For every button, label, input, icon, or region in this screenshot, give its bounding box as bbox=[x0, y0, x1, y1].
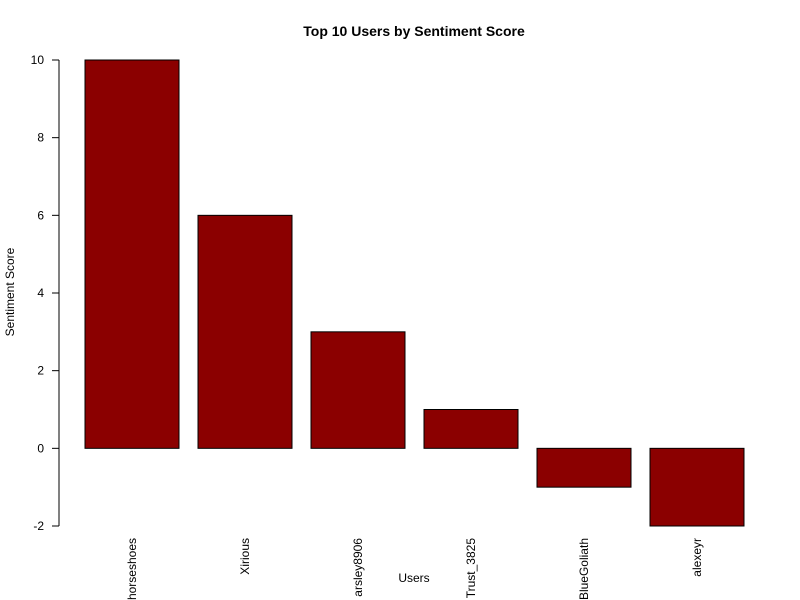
y-tick-label: 6 bbox=[37, 208, 44, 222]
bar-alexeyr bbox=[649, 447, 745, 527]
x-tick-label: horseshoes bbox=[125, 538, 139, 600]
bar-trust-3825 bbox=[423, 409, 519, 449]
y-axis-label: Sentiment Score bbox=[3, 247, 17, 336]
y-tick-label: -2 bbox=[33, 519, 44, 533]
x-tick-labels: horseshoes Xirious arsley8906 Trust_3825 Blu… bbox=[125, 538, 704, 600]
y-tick-label: 0 bbox=[37, 441, 44, 455]
y-tick-label: 2 bbox=[37, 364, 44, 378]
x-tick-label: BlueGoliath bbox=[577, 538, 591, 600]
bar-horseshoes bbox=[84, 59, 180, 449]
bars bbox=[84, 59, 745, 527]
x-tick-label: Trust_3825 bbox=[464, 538, 478, 599]
x-tick-label: Xirious bbox=[238, 538, 252, 575]
x-tick-label: alexeyr bbox=[690, 538, 704, 577]
y-tick-label: 10 bbox=[31, 53, 45, 67]
x-tick-label: arsley8906 bbox=[351, 538, 365, 597]
bar-arsley8906 bbox=[310, 331, 406, 449]
chart-title: Top 10 Users by Sentiment Score bbox=[303, 23, 525, 39]
bar-xirious bbox=[197, 214, 293, 449]
y-tick-label: 4 bbox=[37, 286, 44, 300]
y-axis: -2 0 2 4 6 8 10 bbox=[31, 53, 60, 533]
bar-bluegoliath bbox=[536, 447, 632, 488]
y-tick-label: 8 bbox=[37, 131, 44, 145]
x-axis-label: Users bbox=[398, 571, 429, 585]
